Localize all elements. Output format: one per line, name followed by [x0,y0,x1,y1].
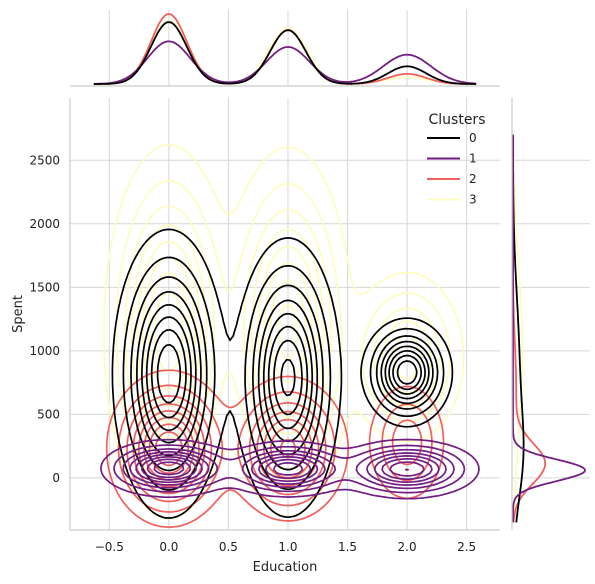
x-tick-labels: −0.5 0.0 0.5 1.0 1.5 2.0 2.5 [95,540,476,554]
contour-line-cluster-1 [129,451,447,486]
contour-line-cluster-0 [145,316,426,432]
contour-line-cluster-0 [156,343,418,404]
top-marginal-kde-cluster-3 [93,19,477,85]
contours-cluster-0 [111,228,454,519]
right-marginal-curves [512,134,586,523]
y-tick-label: 1500 [29,280,60,294]
contour-layer [100,144,480,528]
contour-line-cluster-1 [140,456,433,481]
contour-line-cluster-1 [135,453,440,484]
y-tick-label: 500 [37,407,60,421]
y-tick-label: 2000 [29,217,60,231]
y-axis-label: Spent [11,295,26,333]
x-tick-label: −0.5 [95,540,124,554]
right-marginal-gridlines [512,159,590,479]
y-tick-labels: 0 500 1000 1500 2000 2500 [29,153,60,485]
top-marginal-kde-cluster-1 [93,40,477,85]
contour-line-cluster-0 [111,228,454,519]
right-marginal-kde-cluster-3 [512,134,524,523]
right-marginal-kde-cluster-1 [512,134,586,523]
x-axis-label: Education [253,560,318,575]
x-tick-label: 1.5 [338,540,357,554]
contour-line-cluster-0 [122,256,445,491]
contour-line-cluster-1 [100,438,480,500]
contour-line-cluster-1 [153,461,409,476]
x-tick-label: 2.0 [398,540,417,554]
top-marginal-kde-cluster-0 [93,21,477,85]
top-marginal-curves [93,13,477,85]
x-tick-label: 0.0 [159,540,178,554]
contours-cluster-1 [100,438,480,500]
contour-line-cluster-3 [142,256,313,408]
contour-line-cluster-2 [105,369,445,528]
top-marginal-kde-cluster-2 [93,13,477,85]
legend-label-cluster-1: 1 [469,152,477,166]
y-tick-label: 1000 [29,344,60,358]
legend: Clusters 0 1 2 3 [427,112,485,207]
x-tick-label: 1.0 [278,540,297,554]
y-tick-label: 2500 [29,153,60,167]
x-tick-label: 0.5 [219,540,238,554]
y-tick-label: 0 [52,471,60,485]
axis-spines [69,85,513,531]
legend-label-cluster-0: 0 [469,131,477,145]
contour-line-cluster-3 [130,224,432,440]
x-tick-label: 2.5 [457,540,476,554]
contour-line-cluster-1 [113,444,466,494]
legend-label-cluster-2: 2 [469,172,477,186]
legend-title: Clusters [429,112,486,128]
legend-label-cluster-3: 3 [469,193,477,207]
contour-line-cluster-1 [122,448,455,490]
contour-line-cluster-1 [146,458,425,479]
contour-line-cluster-0 [136,290,434,457]
top-marginal-gridlines [108,10,468,86]
contour-line-cluster-0 [150,328,423,419]
